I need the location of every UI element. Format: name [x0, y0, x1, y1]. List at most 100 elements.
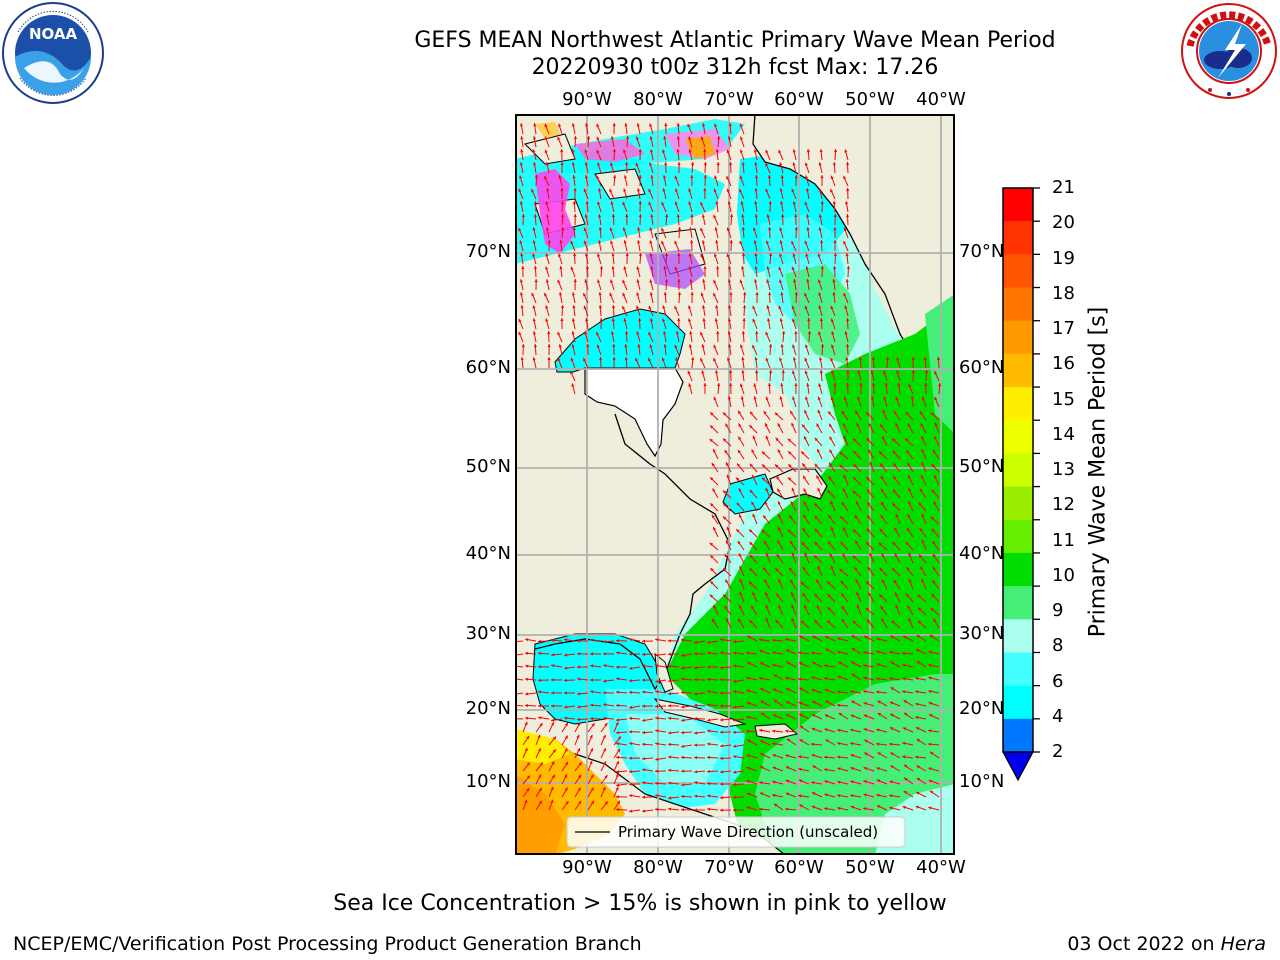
wave-arrow-head: [920, 566, 924, 570]
wave-arrow-head: [585, 266, 590, 270]
wave-arrow-head: [833, 253, 837, 257]
wave-arrow-head: [779, 396, 783, 400]
wave-arrow-head: [629, 770, 633, 774]
wave-arrow-head: [596, 149, 600, 154]
wave-arrow-head: [840, 516, 844, 520]
wave-arrow-head: [710, 503, 714, 507]
wave-arrow-head: [622, 306, 626, 310]
wave-arrow-head: [625, 214, 629, 217]
wave-arrow-head: [867, 489, 871, 493]
wave-arrow-head: [754, 357, 758, 361]
wave-arrow-head: [920, 488, 923, 493]
wave-arrow-head: [889, 806, 893, 810]
wave-arrow-head: [707, 677, 711, 681]
wave-arrow-head: [804, 240, 808, 245]
wave-arrow-head: [753, 240, 757, 244]
wave-arrow-head: [544, 123, 548, 128]
wave-arrow-head: [820, 201, 824, 205]
wave-arrow-head: [648, 201, 652, 206]
wave-arrow-head: [724, 554, 728, 558]
wave-arrow-head: [772, 729, 776, 733]
wave-arrow-head: [897, 383, 901, 387]
wave-arrow-head: [610, 136, 614, 140]
wave-arrow-head: [907, 423, 911, 427]
wave-arrow-head: [728, 266, 732, 270]
wave-arrow-head: [890, 687, 894, 691]
wave-arrow-head: [662, 188, 666, 192]
wave-arrow-head: [765, 604, 769, 609]
wave-arrow-head: [752, 513, 756, 518]
wave-arrow-head: [938, 383, 942, 387]
wave-arrow-head: [578, 800, 582, 805]
wave-arrow-head: [707, 665, 710, 669]
wave-arrow-head: [843, 175, 847, 180]
wave-arrow-head: [649, 136, 653, 140]
wave-arrow-head: [856, 591, 860, 596]
wave-arrow-head: [832, 201, 836, 205]
wave-arrow-head: [738, 423, 742, 427]
wave-arrow-head: [655, 679, 659, 683]
wave-arrow-head: [904, 777, 908, 781]
wave-arrow-head: [723, 516, 727, 520]
wave-arrow-head: [805, 266, 809, 270]
wave-arrow-head: [906, 450, 910, 454]
wave-arrow-head: [923, 357, 927, 361]
wave-arrow-head: [766, 240, 769, 244]
wave-arrow-head: [733, 664, 737, 668]
wave-arrow-head: [812, 662, 816, 665]
wave-arrow-head: [850, 714, 855, 718]
wave-arrow-head: [694, 652, 697, 656]
wave-arrow-head: [921, 436, 925, 440]
colorbar-segment: [1003, 353, 1033, 388]
wave-arrow-head: [749, 463, 753, 467]
wave-arrow-head: [818, 383, 822, 387]
wave-arrow-head: [869, 552, 873, 557]
wave-arrow-head: [525, 692, 529, 696]
wave-arrow-head: [812, 792, 816, 796]
wave-arrow-head: [624, 344, 628, 348]
wave-arrow-head: [714, 123, 718, 127]
wave-arrow-head: [623, 266, 627, 270]
wave-arrow-head: [739, 279, 743, 284]
wave-arrow-head: [551, 664, 555, 668]
wave-arrow-head: [676, 136, 680, 140]
lat-label-left: 20°N: [465, 698, 511, 719]
wave-arrow-head: [677, 162, 681, 165]
wave-arrow-head: [832, 279, 836, 283]
wave-arrow-head: [763, 515, 767, 519]
wave-arrow-head: [856, 501, 859, 505]
wave-arrow-head: [545, 162, 549, 166]
wave-arrow-head: [779, 162, 783, 166]
wave-arrow-head: [525, 638, 529, 642]
lon-label-top: 50°W: [845, 89, 895, 110]
wave-arrow-head: [850, 780, 854, 784]
wave-arrow-head: [577, 639, 580, 643]
wave-arrow-head: [521, 344, 525, 348]
wave-arrow-head: [520, 253, 524, 257]
wave-arrow-head: [598, 214, 602, 218]
wave-arrow-head: [717, 136, 721, 140]
wave-arrow-head: [936, 357, 941, 361]
wave-arrow-head: [892, 450, 896, 454]
wave-arrow-head: [881, 579, 885, 583]
wave-arrow-head: [551, 678, 554, 682]
wave-arrow-head: [850, 754, 854, 758]
wave-arrow-head: [751, 501, 755, 505]
wave-arrow-head: [599, 357, 603, 361]
wave-arrow-head: [791, 617, 795, 622]
wave-arrow-head: [733, 795, 737, 799]
wave-arrow-head: [825, 739, 829, 743]
colorbar-segment: [1003, 420, 1033, 454]
wave-arrow-head: [788, 477, 792, 481]
wave-arrow-head: [883, 396, 887, 400]
wave-arrow-head: [722, 490, 727, 494]
wave-arrow-head: [827, 594, 831, 598]
wave-arrow-head: [720, 782, 723, 786]
wave-arrow-head: [694, 692, 698, 696]
wave-arrow-head: [710, 477, 714, 481]
wave-arrow-head: [531, 189, 535, 193]
wave-arrow-head: [896, 357, 900, 361]
wave-arrow-head: [668, 704, 671, 708]
gulf-st-lawrence: [722, 473, 774, 515]
wave-arrow-head: [768, 227, 772, 231]
